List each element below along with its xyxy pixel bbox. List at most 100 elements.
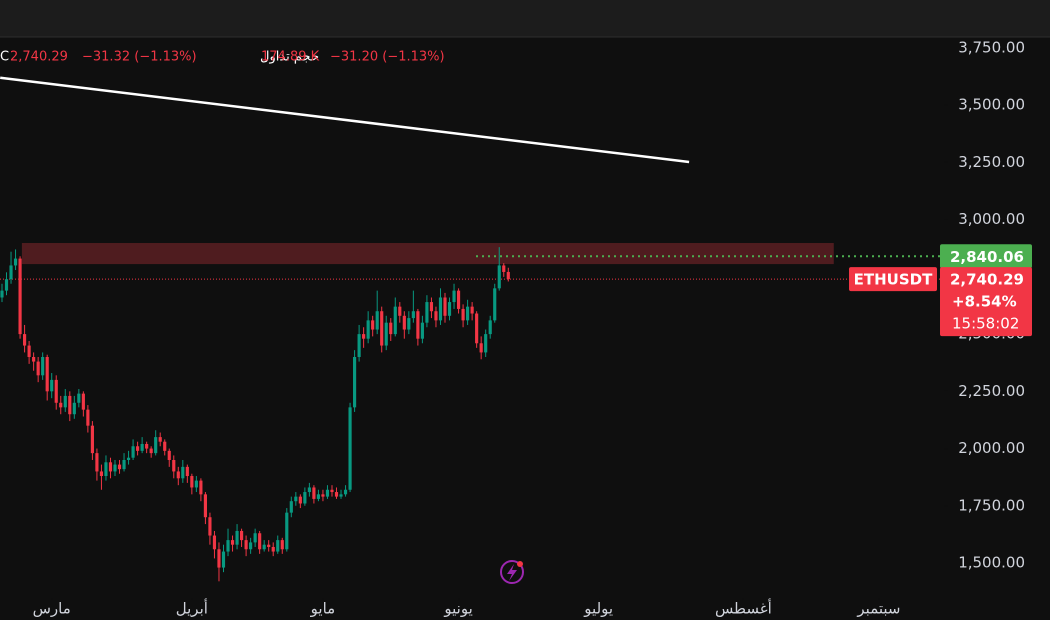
candle-body xyxy=(303,492,307,504)
candle-body xyxy=(99,471,104,477)
candle-body xyxy=(244,540,248,550)
candle-body xyxy=(375,311,379,330)
candle-body xyxy=(108,462,113,472)
candle-body xyxy=(289,501,293,513)
y-tick-label: 3,000.00 xyxy=(958,210,1025,228)
candle-body xyxy=(330,489,334,493)
candle-body xyxy=(77,393,81,403)
candle-body xyxy=(239,530,244,541)
candle-body xyxy=(398,306,402,316)
top-bar xyxy=(0,0,1050,37)
candle-body xyxy=(402,315,406,330)
candle-body xyxy=(425,302,429,323)
candle-body xyxy=(280,540,284,550)
price-box xyxy=(940,267,1032,337)
candle-body xyxy=(217,549,221,568)
icon-dot[interactable] xyxy=(517,561,523,567)
candle-body xyxy=(163,441,167,451)
candle-body xyxy=(447,302,452,316)
candle-body xyxy=(203,494,207,518)
candle-body xyxy=(131,446,135,458)
candle-body xyxy=(366,320,370,339)
y-tick-label: 3,500.00 xyxy=(958,96,1025,114)
candle-body xyxy=(18,258,22,335)
candle-body xyxy=(41,357,45,376)
candle-body xyxy=(90,425,94,454)
candle-body xyxy=(420,322,424,339)
candle-body xyxy=(81,393,85,410)
trendline xyxy=(0,76,690,164)
candle-body xyxy=(407,318,411,330)
y-tick-label: 2,250.00 xyxy=(958,382,1025,400)
candle-body xyxy=(438,297,443,321)
candle-body xyxy=(13,258,18,266)
candle-body xyxy=(380,311,384,346)
symbol-box xyxy=(849,267,937,292)
candle-body xyxy=(353,357,357,408)
candle-body xyxy=(484,334,488,353)
candle-body xyxy=(339,494,343,497)
candle-body xyxy=(208,517,212,536)
candle-body xyxy=(32,357,36,362)
candle-body xyxy=(140,443,144,451)
candle-body xyxy=(172,460,176,472)
y-tick-label: 2,000.00 xyxy=(958,439,1025,457)
candle-body xyxy=(429,302,434,312)
candle-body xyxy=(226,540,230,552)
candle-body xyxy=(334,492,339,497)
candle-body xyxy=(434,311,438,321)
candle-body xyxy=(136,446,140,451)
series-layer xyxy=(0,76,940,582)
candle-body xyxy=(117,464,122,470)
candle-body xyxy=(362,334,366,339)
candle-body xyxy=(185,466,189,477)
last-price-label: 2,740.29 xyxy=(950,271,1024,289)
candle-body xyxy=(348,407,352,490)
x-tick-label: أبريل xyxy=(176,599,208,618)
candle-body xyxy=(9,265,13,280)
x-tick-label: يونيو xyxy=(443,600,472,618)
icon-bolt[interactable] xyxy=(507,564,517,581)
candle-body xyxy=(276,540,280,552)
candle-body xyxy=(357,334,361,357)
candle-body xyxy=(312,487,316,499)
countdown-label: 15:58:02 xyxy=(952,315,1019,333)
candle-body xyxy=(461,308,465,321)
candle-body xyxy=(285,512,289,550)
candle-body xyxy=(212,535,217,550)
candle-body xyxy=(497,265,501,289)
plot-background xyxy=(0,37,1050,620)
candle-body xyxy=(298,496,302,504)
candle-body xyxy=(59,402,63,408)
candle-body xyxy=(267,544,271,547)
level-label: 2,840.06 xyxy=(950,248,1024,266)
x-tick-label: مارس xyxy=(33,600,71,618)
candle-body xyxy=(36,361,40,376)
candle-body xyxy=(95,453,99,472)
candle-body xyxy=(113,464,117,472)
candle-body xyxy=(149,448,153,454)
candle-body xyxy=(502,265,506,272)
icon-ring[interactable] xyxy=(500,560,524,584)
candle-body xyxy=(262,544,266,550)
candle-body xyxy=(294,496,298,502)
candle-body xyxy=(416,311,420,339)
candle-body xyxy=(371,320,375,330)
candle-body xyxy=(479,343,483,353)
level-label-box xyxy=(940,244,1032,269)
candle-body xyxy=(122,460,126,470)
alert-icon[interactable] xyxy=(500,560,524,584)
candle-body xyxy=(325,489,330,497)
candle-body xyxy=(199,480,203,495)
candle-body xyxy=(443,297,447,316)
candle-body xyxy=(86,409,90,426)
candle-body xyxy=(230,540,235,545)
header-close: 2,740.29 xyxy=(10,50,68,65)
candle-body xyxy=(27,345,31,357)
candle-body xyxy=(452,290,456,303)
x-tick-label: يوليو xyxy=(583,600,613,618)
candle-body xyxy=(393,306,397,335)
candle-body xyxy=(176,471,180,479)
